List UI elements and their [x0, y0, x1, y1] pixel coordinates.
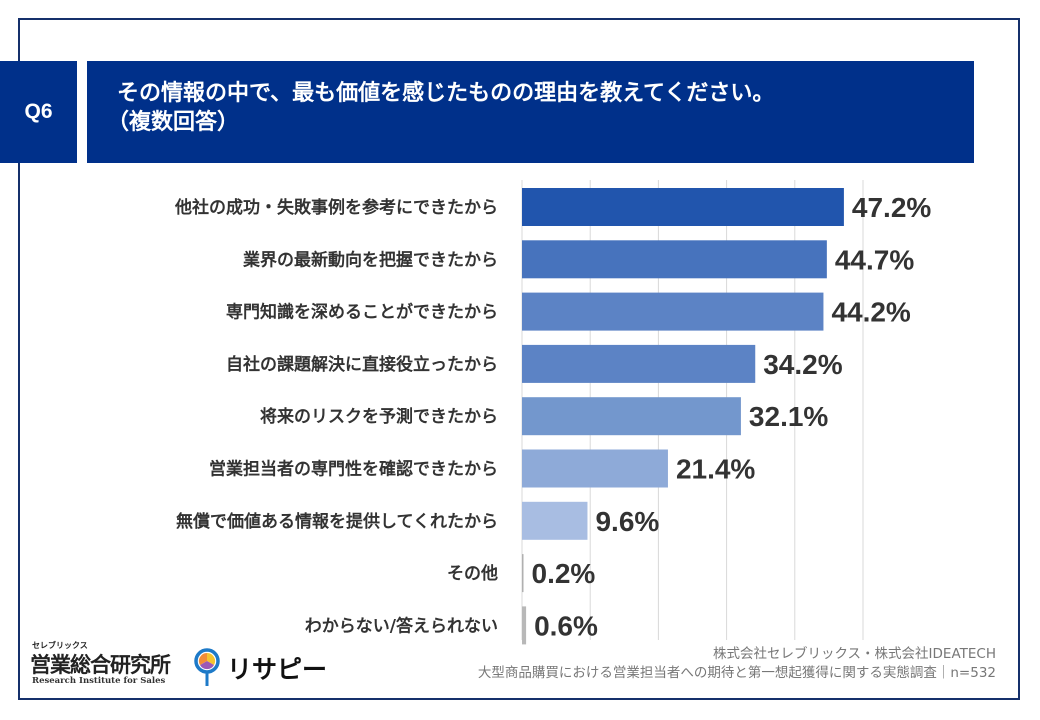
value-label-4: 32.1% [749, 401, 828, 432]
category-label-5: 営業担当者の専門性を確認できたから [209, 459, 498, 480]
bar-2 [522, 292, 824, 331]
bar-7 [522, 554, 524, 593]
category-label-8: わからない/答えられない [305, 615, 498, 636]
bar-6 [522, 501, 588, 540]
chart-frame [18, 18, 1020, 700]
title-line-2: （複数回答） [107, 110, 240, 135]
value-label-1: 44.7% [835, 244, 914, 275]
value-label-8: 0.6% [534, 610, 598, 641]
title-line-1: その情報の中で、最も価値を感じたものの理由を教えてください。 [117, 81, 775, 106]
risapi-brand: リサピー [227, 655, 328, 684]
bar-1 [522, 240, 827, 279]
logo-main-text: 営業総合研究所 [30, 652, 171, 677]
question-title: その情報の中で、最も価値を感じたものの理由を教えてください。 （複数回答） [87, 61, 974, 163]
logo-english: Research Institute for Sales [32, 676, 166, 686]
bar-3 [522, 344, 756, 383]
value-label-5: 21.4% [676, 454, 755, 485]
logo-group: セレブリックス 営業総合研究所 Research Institute for S… [30, 640, 330, 690]
value-label-3: 34.2% [763, 349, 842, 380]
category-label-4: 将来のリスクを予測できたから [260, 406, 498, 427]
category-label-1: 業界の最新動向を把握できたから [243, 249, 498, 270]
source-note: 株式会社セレブリックス・株式会社IDEATECH 大型商品購買における営業担当者… [478, 645, 996, 683]
value-label-6: 9.6% [595, 506, 659, 537]
bar-5 [522, 449, 668, 488]
source-line-1: 株式会社セレブリックス・株式会社IDEATECH [712, 646, 996, 662]
category-label-3: 自社の課題解決に直接役立ったから [226, 354, 498, 375]
value-label-0: 47.2% [852, 192, 931, 223]
value-label-2: 44.2% [831, 297, 910, 328]
question-number: Q6 [0, 61, 77, 163]
bar-4 [522, 397, 741, 436]
category-label-2: 専門知識を深めることができたから [226, 302, 498, 323]
category-label-6: 無償で価値ある情報を提供してくれたから [176, 511, 498, 532]
bar-8 [522, 606, 527, 645]
category-label-7: その他 [447, 563, 498, 584]
bar-0 [522, 188, 844, 226]
source-line-2: 大型商品購買における営業担当者への期待と第一想起獲得に関する実態調査｜n=532 [477, 665, 996, 681]
logo-kana: セレブリックス [32, 641, 88, 650]
risapi-pin-icon [194, 648, 220, 686]
category-label-0: 他社の成功・失敗事例を参考にできたから [174, 197, 498, 218]
value-label-7: 0.2% [532, 558, 596, 589]
